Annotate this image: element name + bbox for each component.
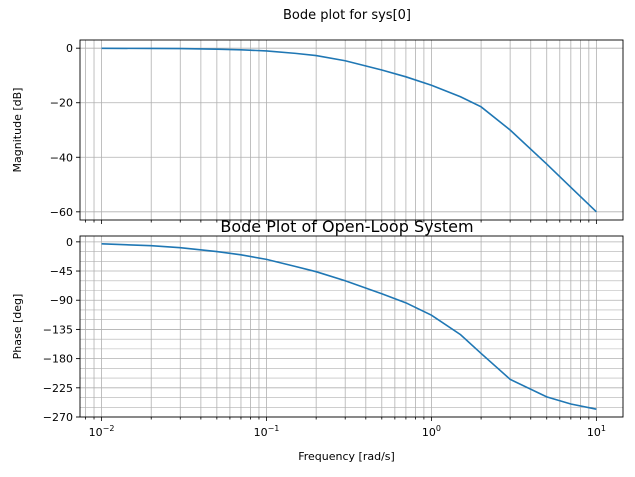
y-tick-label: −225	[43, 382, 73, 395]
y-axis-label: Phase [deg]	[11, 294, 24, 360]
grid	[80, 40, 623, 220]
y-tick-label: −60	[50, 206, 73, 219]
magnitude-panel: 0 −20 −40 −60 Magnitude [dB]	[11, 39, 624, 224]
y-tick-label: −20	[50, 97, 73, 110]
axes-frame	[79, 39, 624, 221]
y-tick-label: −270	[43, 411, 73, 424]
y-tick-label: −40	[50, 151, 73, 164]
y-tick-label: −135	[43, 323, 73, 336]
series-line-phase	[101, 242, 597, 411]
y-tick-label: −45	[50, 265, 73, 278]
phase-panel: 0 −45 −90 −135 −180 −225 −270 10−2 10−1 100 101 Pha…	[11, 217, 624, 463]
x-tick-label: 10−1	[254, 424, 280, 439]
y-tick-label: −90	[50, 294, 73, 307]
grid	[80, 236, 623, 418]
series-line-magnitude	[101, 47, 597, 213]
y-tick-label: 0	[66, 236, 73, 249]
phase-axes-title: Bode Plot of Open-Loop System	[220, 217, 473, 236]
axes-frame	[79, 235, 624, 418]
y-axis-label: Magnitude [dB]	[11, 88, 24, 173]
x-tick-label: 101	[587, 424, 606, 439]
x-axis-label: Frequency [rad/s]	[298, 450, 395, 463]
figure-suptitle: Bode plot for sys[0]	[283, 8, 411, 23]
x-tick-label: 10−2	[89, 424, 115, 439]
x-tick-label: 100	[422, 424, 441, 439]
y-tick-label: −180	[43, 353, 73, 366]
y-tick-label: 0	[66, 42, 73, 55]
